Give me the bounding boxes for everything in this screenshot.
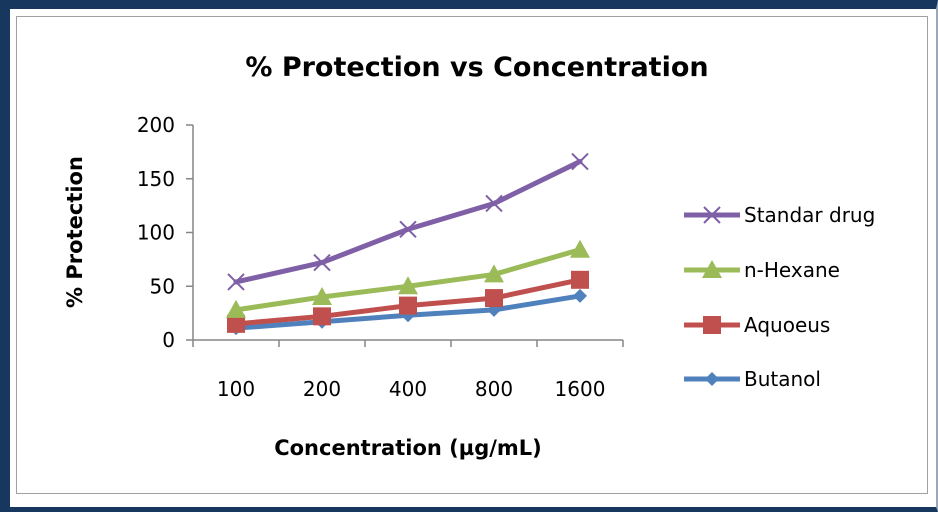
legend-marker <box>705 372 719 386</box>
data-point-aquoeus <box>227 314 245 333</box>
x-axis-title: Concentration (µg/mL) <box>274 436 542 460</box>
x-tick-label: 800 <box>475 377 513 401</box>
data-point-standar-drug <box>313 253 331 272</box>
legend-item-butanol: Butanol <box>684 367 821 391</box>
data-point-n-hexane <box>226 299 246 318</box>
data-point-n-hexane <box>398 276 418 295</box>
chart-area <box>16 16 928 494</box>
chart-title: % Protection vs Concentration <box>245 52 708 83</box>
legend-label: Butanol <box>744 367 821 391</box>
y-tick-label: 0 <box>162 328 175 352</box>
y-tick-label: 150 <box>137 167 175 191</box>
y-tick-label: 200 <box>137 113 175 137</box>
legend-item-n-hexane: n-Hexane <box>684 258 840 282</box>
y-axis-title: % Protection <box>63 156 87 308</box>
data-point-standar-drug <box>399 220 417 238</box>
legend-marker <box>702 260 722 278</box>
x-tick-label: 200 <box>303 377 341 401</box>
x-tick-label: 1600 <box>555 377 606 401</box>
legend-label: Aquoeus <box>744 313 830 337</box>
series-n-hexane <box>226 239 590 318</box>
data-point-standar-drug <box>571 152 589 171</box>
data-point-butanol <box>573 288 587 303</box>
y-tick-label: 100 <box>137 221 175 245</box>
data-point-standar-drug <box>227 273 245 291</box>
legend-marker <box>703 316 721 334</box>
data-point-standar-drug <box>485 194 503 213</box>
data-point-aquoeus <box>485 289 503 308</box>
data-point-aquoeus <box>399 296 417 315</box>
legend-item-aquoeus: Aquoeus <box>684 313 830 337</box>
series-standar-drug <box>227 152 589 291</box>
legend-item-standar-drug: Standar drug <box>684 203 875 227</box>
legend-label: n-Hexane <box>744 258 840 282</box>
series-aquoeus <box>227 270 589 333</box>
data-point-n-hexane <box>484 264 504 283</box>
legend-marker <box>703 206 721 224</box>
x-tick-label: 400 <box>389 377 427 401</box>
x-tick-label: 100 <box>217 377 255 401</box>
data-point-aquoeus <box>313 307 331 326</box>
data-point-n-hexane <box>570 239 590 258</box>
y-tick-label: 50 <box>150 274 175 298</box>
legend-label: Standar drug <box>744 203 875 227</box>
data-point-aquoeus <box>571 270 589 289</box>
data-point-n-hexane <box>312 287 332 305</box>
